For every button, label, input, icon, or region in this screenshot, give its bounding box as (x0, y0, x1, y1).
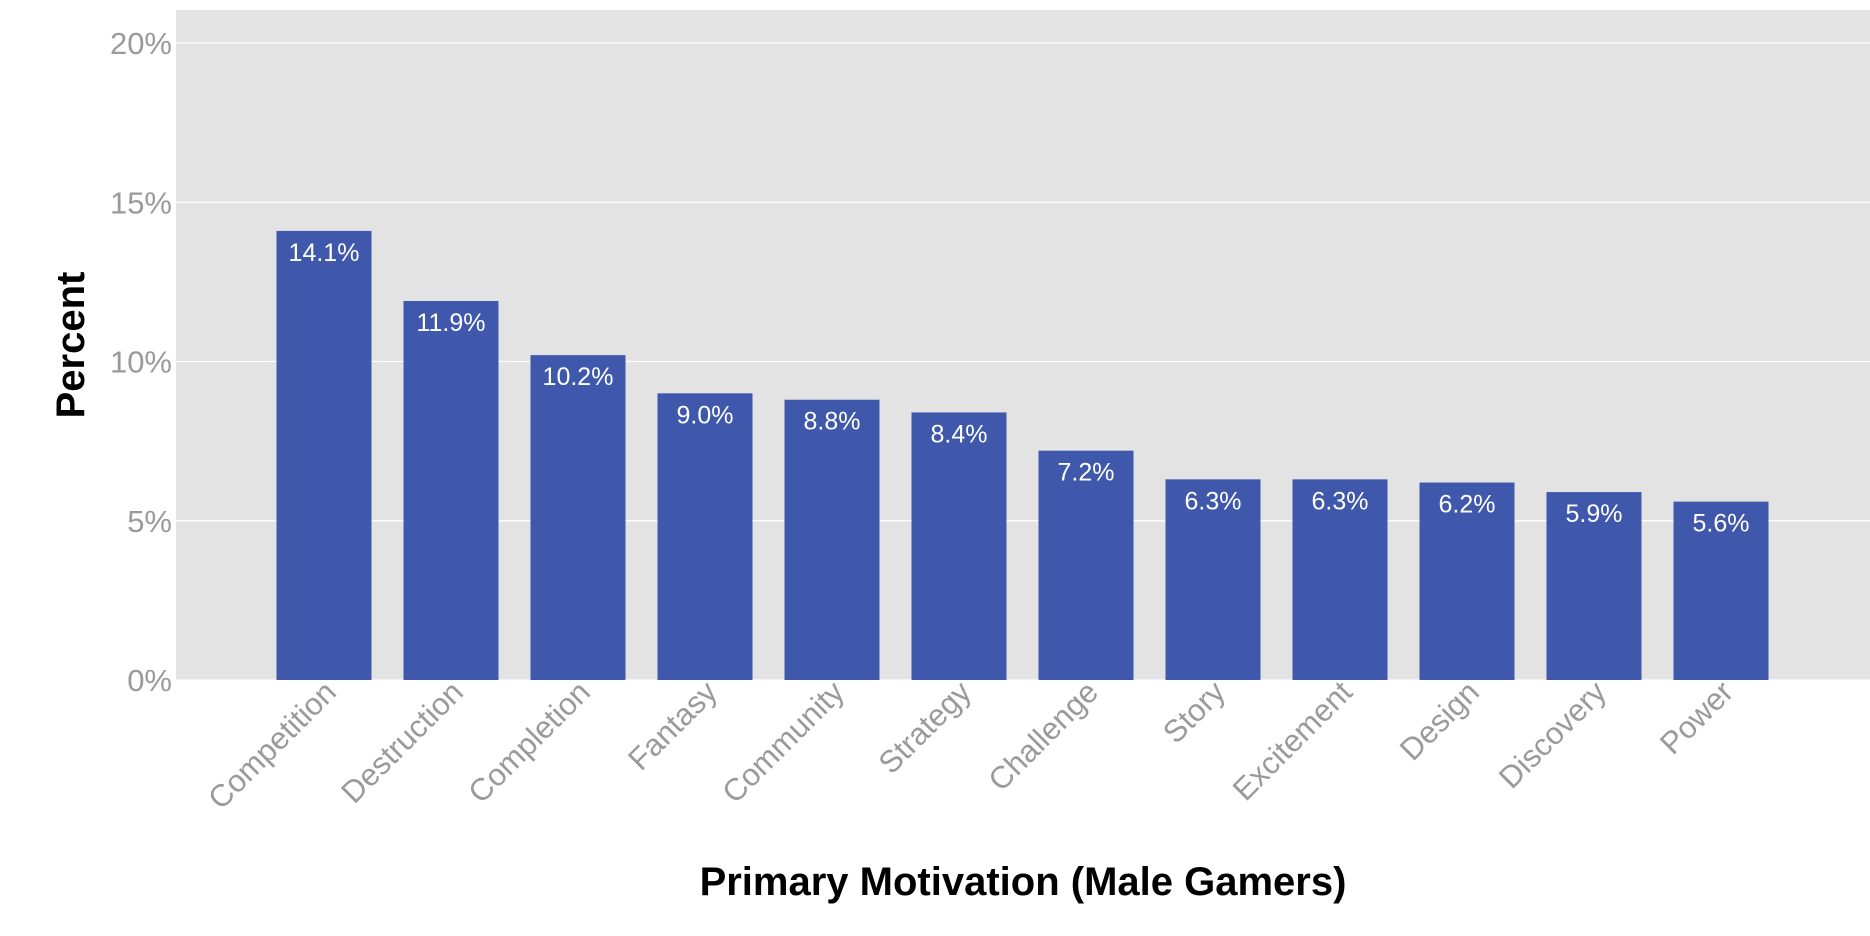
data-label: 11.9% (416, 309, 485, 337)
bar-strategy (911, 412, 1007, 680)
data-label: 10.2% (543, 363, 614, 391)
bar-completion (530, 355, 626, 680)
bar-design (1419, 482, 1515, 680)
y-tick-label: 10% (110, 345, 172, 380)
y-tick-label: 15% (110, 185, 172, 220)
bar-competition (276, 230, 372, 681)
y-tick-label: 20% (110, 26, 172, 61)
y-tick-label: 0% (127, 663, 172, 698)
x-tick-label: Excitement (1226, 674, 1359, 807)
bar-destruction (403, 300, 499, 680)
bar-power (1673, 501, 1769, 680)
x-tick-label: Destruction (334, 674, 470, 810)
data-label: 5.6% (1693, 510, 1750, 538)
y-axis-title: Percent (49, 272, 93, 419)
data-label: 7.2% (1058, 459, 1115, 487)
y-tick-label: 5% (127, 504, 172, 539)
x-tick-label: Discovery (1492, 674, 1613, 795)
x-tick-label: Completion (461, 674, 597, 810)
x-tick-label: Community (715, 674, 851, 810)
bar-community (784, 399, 880, 680)
x-tick-label: Strategy (872, 674, 979, 781)
data-label: 6.3% (1312, 487, 1369, 515)
data-label: 14.1% (289, 239, 360, 267)
bar-story (1165, 479, 1261, 680)
bar-fantasy (657, 393, 753, 680)
data-label: 5.9% (1566, 500, 1623, 528)
bar-challenge (1038, 450, 1134, 680)
data-label: 6.3% (1185, 487, 1242, 515)
x-axis-title: Primary Motivation (Male Gamers) (700, 860, 1347, 904)
x-tick-label: Challenge (981, 674, 1104, 797)
x-tick-label: Story (1156, 674, 1232, 750)
data-label: 8.4% (931, 420, 988, 448)
x-tick-label: Design (1393, 674, 1486, 767)
data-label: 6.2% (1439, 491, 1496, 519)
data-label: 9.0% (677, 401, 734, 429)
bar-discovery (1546, 492, 1642, 680)
x-tick-label: Fantasy (621, 674, 724, 777)
x-tick-label: Power (1653, 674, 1740, 761)
x-tick-label: Competition (201, 674, 343, 816)
data-label: 8.8% (804, 408, 861, 436)
bar-excitement (1292, 479, 1388, 680)
